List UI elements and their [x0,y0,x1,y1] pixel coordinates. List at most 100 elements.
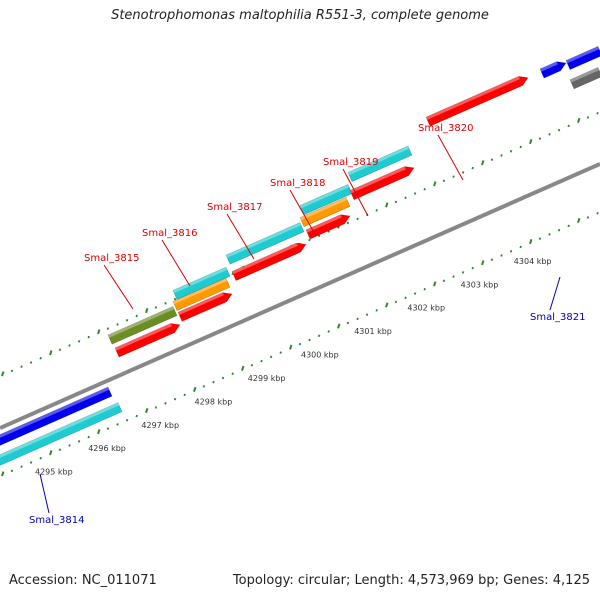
scale-label-4297: 4297 kbp [141,421,179,430]
minor-tick [29,461,33,464]
gene-label-smal-3816[interactable]: Smal_3816 [142,228,197,287]
scale-label-4302: 4302 kbp [407,304,445,313]
minor-tick [87,335,90,339]
minor-tick [490,258,494,261]
scale-label-4295: 4295 kbp [35,468,73,477]
minor-tick [125,418,129,422]
minor-tick [106,427,110,430]
gene-smal-3817-feature[interactable] [225,222,305,265]
minor-tick [423,188,426,191]
major-tick [49,350,53,356]
minor-tick [375,209,378,212]
minor-tick [519,245,522,249]
major-tick [97,329,101,335]
minor-tick [509,249,513,253]
minor-tick [471,266,474,270]
minor-tick [87,435,90,439]
gene-smal-3814-feature[interactable] [0,386,113,450]
gene-smal-3815-cds[interactable] [114,320,182,358]
minor-tick [173,397,177,401]
minor-tick [404,196,407,199]
scale-label-4300: 4300 kbp [301,351,339,360]
svg-text:Smal_3818: Smal_3818 [270,178,325,189]
major-tick [529,138,533,145]
minor-tick [452,175,455,178]
major-tick [1,371,5,377]
minor-tick [509,149,513,153]
gene-next-cds[interactable] [565,46,600,71]
minor-tick [77,340,81,343]
minor-tick [596,111,599,115]
gene-smal-3820-cds[interactable] [425,73,530,127]
minor-tick [164,302,167,305]
gene-smal-3819-cds[interactable] [349,163,416,201]
gene-smal-3814-cds[interactable] [0,402,123,470]
scale-label-4304: 4304 kbp [514,257,552,266]
minor-tick [327,330,330,333]
minor-tick [452,275,455,278]
minor-tick [365,313,369,316]
gene-label-smal-3815[interactable]: Smal_3815 [84,253,139,310]
major-tick [385,302,389,308]
minor-tick [586,116,590,119]
minor-tick [548,233,551,236]
gene-label-smal-3814[interactable]: Smal_3814 [29,473,84,526]
minor-tick [356,217,359,221]
scale-label-4303: 4303 kbp [461,280,499,289]
major-tick [481,160,485,166]
minor-tick [567,124,570,128]
minor-tick [58,448,62,452]
gene-smal-3816-cds[interactable] [177,289,234,322]
major-tick [193,386,197,392]
minor-tick [394,300,398,304]
scale-labels: 4295 kbp 4296 kbp 4297 kbp 4298 kbp 4299 kbp… [35,257,552,477]
minor-tick [557,128,561,132]
minor-tick [20,465,23,468]
major-tick [577,217,581,223]
minor-tick [68,344,71,347]
gene-label-smal-3817[interactable]: Smal_3817 [207,202,262,260]
major-tick [481,260,485,266]
gene-next-feature[interactable] [569,67,600,90]
gene-smal-3816-orf[interactable] [172,277,231,311]
gene-smal-3815-feature[interactable] [107,306,178,345]
map-title: Stenotrophomonas maltophilia R551-3, com… [111,8,489,23]
minor-tick [212,380,215,384]
minor-tick [298,342,302,346]
minor-tick [413,292,417,295]
minor-tick [500,154,503,157]
scale-label-4301: 4301 kbp [354,327,392,336]
gene-label-smal-3819[interactable]: Smal_3819 [323,157,378,217]
major-tick [49,450,53,456]
major-tick [241,365,245,371]
major-tick [385,202,389,208]
minor-tick [269,355,273,359]
gene-features[interactable] [0,46,600,470]
svg-text:Smal_3817: Smal_3817 [207,202,262,213]
gene-smal-3821-cds[interactable] [539,58,568,79]
minor-tick [375,309,378,312]
gene-smal-3817-cds[interactable] [231,240,308,282]
gene-labels[interactable]: Smal_3814 Smal_3815 Smal_3816 Smal_3817 Smal… [29,123,585,526]
minor-tick [250,364,254,367]
minor-tick [490,158,494,161]
minor-tick [413,192,417,195]
gene-label-smal-3821[interactable]: Smal_3821 [530,276,585,323]
gene-label-smal-3818[interactable]: Smal_3818 [270,178,325,237]
scale-label-4299: 4299 kbp [248,374,286,383]
gene-smal-3818-cds[interactable] [305,211,352,240]
minor-tick [39,356,42,360]
major-tick [433,281,437,287]
gene-smal-3818-orf[interactable] [299,196,351,228]
gene-smal-3816-feature[interactable] [172,266,231,300]
minor-tick [260,359,263,363]
major-tick [145,307,149,314]
gene-label-smal-3820[interactable]: Smal_3820 [418,123,473,181]
gene-smal-3819-feature[interactable] [347,145,413,182]
minor-tick [500,254,503,257]
svg-text:Smal_3816: Smal_3816 [142,228,197,239]
svg-text:Smal_3814: Smal_3814 [29,515,84,526]
svg-text:Smal_3819: Smal_3819 [323,157,378,168]
minor-tick [39,456,42,460]
